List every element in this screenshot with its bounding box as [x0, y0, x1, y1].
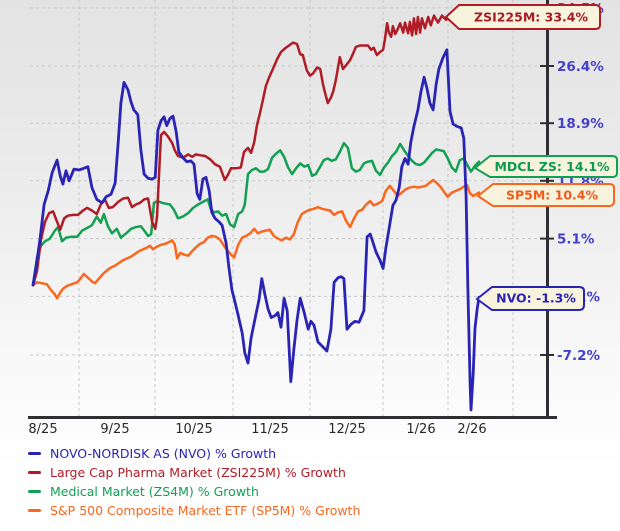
callout-mdcl-box: [473, 155, 618, 178]
series-line-zsi225m: [31, 14, 481, 287]
y-axis-line: [546, 0, 549, 419]
x-axis-line: [28, 416, 557, 419]
x-tick-label: 1/26: [406, 422, 435, 437]
y-tick-label: 26.4%: [557, 59, 604, 75]
nvo-line-swatch: [28, 452, 41, 455]
price-performance-plot: 34.5%26.4%18.9%11.8%5.1%-1.2%-7.2% 8/259…: [28, 0, 618, 437]
callout-zsi225m-label: ZSI225M: 33.4%: [474, 10, 588, 25]
callout-mdcl-label: MDCL ZS: 14.1%: [494, 159, 610, 174]
x-tick-label: 2/26: [457, 422, 486, 437]
series-line-nvo: [31, 48, 481, 412]
value-callouts: ZSI225M: 33.4% MDCL ZS: 14.1% SP5M: 10.4…: [444, 4, 618, 311]
callout-mdcl: MDCL ZS: 14.1%: [473, 155, 618, 178]
callout-sp5m-box: [476, 183, 615, 207]
sp5m-line-swatch: [28, 509, 41, 512]
x-tick-label: 12/25: [328, 422, 365, 437]
x-tick-label: 8/25: [28, 422, 57, 437]
callout-zsi225m-box: [444, 4, 601, 30]
legend-label-sp5m: S&P 500 Composite Market ETF (SP5M) % Gr…: [50, 503, 361, 518]
x-tick-label: 11/25: [251, 422, 288, 437]
zsi225m-line-swatch: [28, 471, 41, 474]
legend-item-zs4m: Medical Market (ZS4M) % Growth: [28, 482, 588, 501]
legend-item-nvo: NOVO-NORDISK AS (NVO) % Growth: [28, 444, 588, 463]
y-tick-label: -7.2%: [557, 348, 601, 364]
legend: NOVO-NORDISK AS (NVO) % Growth Large Cap…: [28, 444, 588, 520]
legend-label-zsi225m: Large Cap Pharma Market (ZSI225M) % Grow…: [50, 465, 346, 480]
callout-nvo-label: NVO: -1.3%: [496, 291, 576, 306]
legend-item-zsi225m: Large Cap Pharma Market (ZSI225M) % Grow…: [28, 463, 588, 482]
y-tick-label: 5.1%: [557, 232, 595, 248]
x-tick-label: 10/25: [175, 422, 212, 437]
series-line-zs4m: [31, 141, 481, 287]
series-lines: [31, 14, 481, 412]
x-axis-labels: 8/25 9/25 10/25 11/25 12/25 1/26 2/26: [28, 422, 486, 437]
callout-zsi225m: ZSI225M: 33.4%: [444, 4, 601, 30]
legend-label-nvo: NOVO-NORDISK AS (NVO) % Growth: [50, 446, 277, 461]
callout-sp5m: SP5M: 10.4%: [476, 183, 615, 207]
zs4m-line-swatch: [28, 490, 41, 493]
callout-nvo: NVO: -1.3%: [475, 286, 585, 311]
callout-nvo-box: [475, 286, 585, 311]
x-tick-label: 9/25: [100, 422, 129, 437]
callout-sp5m-label: SP5M: 10.4%: [506, 188, 598, 203]
series-line-sp5m: [31, 178, 481, 300]
y-tick-label: 18.9%: [557, 116, 604, 132]
legend-item-sp5m: S&P 500 Composite Market ETF (SP5M) % Gr…: [28, 501, 588, 520]
legend-label-zs4m: Medical Market (ZS4M) % Growth: [50, 484, 259, 499]
